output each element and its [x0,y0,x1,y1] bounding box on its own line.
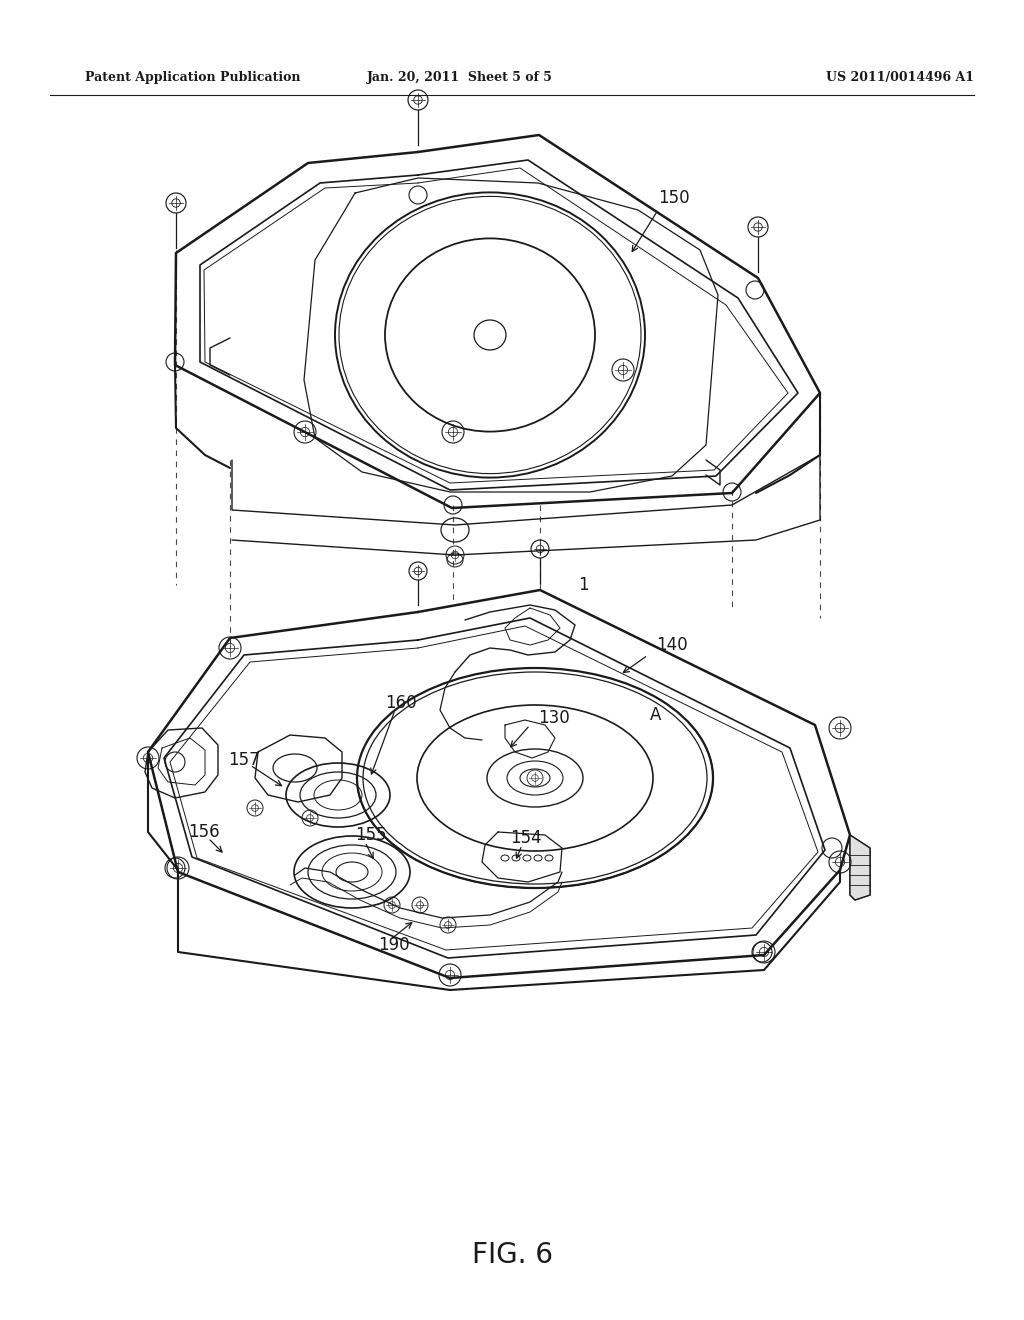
Text: 130: 130 [538,709,569,727]
Polygon shape [850,836,870,900]
Text: 190: 190 [378,936,410,954]
Text: Jan. 20, 2011  Sheet 5 of 5: Jan. 20, 2011 Sheet 5 of 5 [367,71,553,84]
Text: US 2011/0014496 A1: US 2011/0014496 A1 [826,71,974,84]
Text: 140: 140 [656,636,688,653]
Text: 156: 156 [188,822,219,841]
Text: Patent Application Publication: Patent Application Publication [85,71,300,84]
Text: A: A [650,706,662,723]
Text: 150: 150 [658,189,689,207]
Text: 160: 160 [385,694,417,711]
Text: 154: 154 [510,829,542,847]
Text: 155: 155 [355,826,387,843]
Text: 1: 1 [578,576,589,594]
Text: 157: 157 [228,751,260,770]
Text: FIG. 6: FIG. 6 [471,1241,553,1269]
